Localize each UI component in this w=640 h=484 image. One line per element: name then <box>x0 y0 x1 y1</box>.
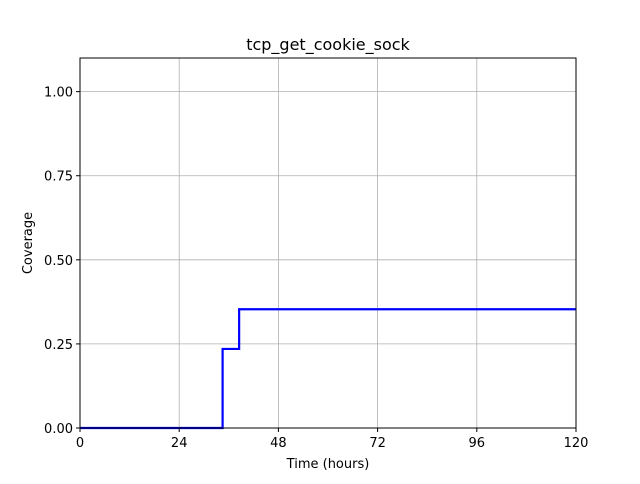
y-tick-label: 0.50 <box>44 254 73 269</box>
chart-title: tcp_get_cookie_sock <box>246 35 410 55</box>
x-tick-label: 120 <box>564 436 589 451</box>
y-tick-label: 0.25 <box>44 338 73 353</box>
x-tick-label: 96 <box>469 436 486 451</box>
x-tick-label: 24 <box>171 436 188 451</box>
x-tick-layer: 0 24 48 72 96 120 <box>76 428 589 451</box>
plot-frame <box>79 57 577 429</box>
y-axis-label: Coverage <box>21 212 36 274</box>
y-tick-layer: 0.00 0.25 0.50 0.75 1.00 <box>44 86 80 437</box>
x-axis-label: Time (hours) <box>286 457 370 472</box>
x-tick-label: 0 <box>76 436 84 451</box>
x-tick-label: 72 <box>369 436 386 451</box>
y-tick-label: 0.00 <box>44 422 73 437</box>
x-tick-label: 48 <box>270 436 287 451</box>
y-tick-label: 1.00 <box>44 86 73 101</box>
y-tick-label: 0.75 <box>44 170 73 185</box>
